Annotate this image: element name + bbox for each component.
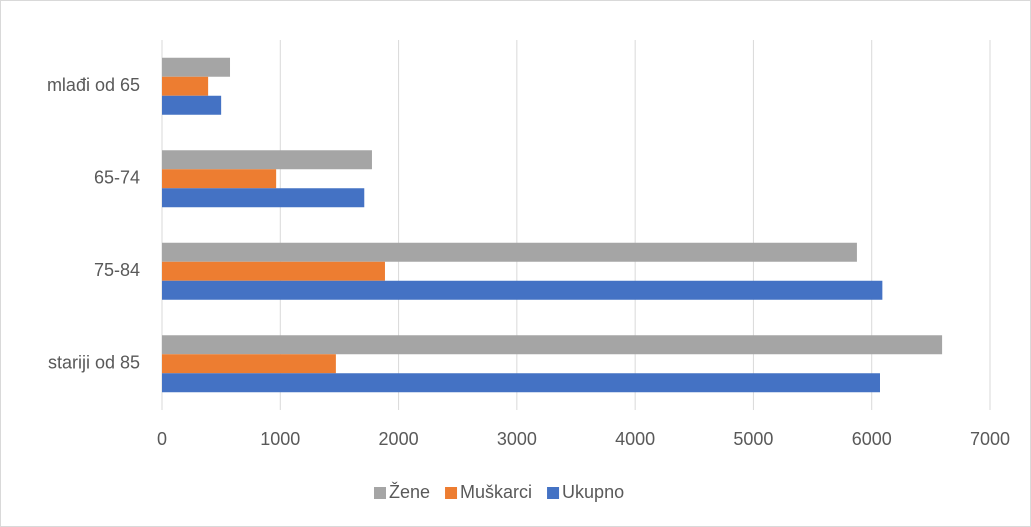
bar xyxy=(162,188,365,208)
x-tick-label: 2000 xyxy=(379,429,419,449)
bar xyxy=(162,280,883,300)
bar xyxy=(162,242,857,262)
x-tick-label: 7000 xyxy=(970,429,1010,449)
legend-swatch xyxy=(445,487,458,499)
legend-swatch xyxy=(547,487,560,499)
bar xyxy=(162,261,385,281)
legend-label: Ukupno xyxy=(562,482,624,502)
x-tick-label: 5000 xyxy=(733,429,773,449)
x-tick-label: 6000 xyxy=(852,429,892,449)
bar xyxy=(162,354,336,374)
y-tick-label: stariji od 85 xyxy=(48,353,140,373)
bar xyxy=(162,150,372,170)
y-tick-label: mlađi od 65 xyxy=(47,75,140,95)
bar xyxy=(162,373,880,393)
bar xyxy=(162,169,277,189)
x-tick-label: 0 xyxy=(157,429,167,449)
bar xyxy=(162,335,943,355)
bar xyxy=(162,76,209,96)
x-tick-label: 3000 xyxy=(497,429,537,449)
x-tick-label: 1000 xyxy=(260,429,300,449)
y-tick-label: 65-74 xyxy=(94,168,140,188)
legend-label: Žene xyxy=(389,482,430,502)
legend-swatch xyxy=(374,487,386,499)
legend-label: Muškarci xyxy=(460,482,532,502)
bar xyxy=(162,95,222,115)
bar xyxy=(162,57,231,77)
y-tick-label: 75-84 xyxy=(94,260,140,280)
x-tick-label: 4000 xyxy=(615,429,655,449)
